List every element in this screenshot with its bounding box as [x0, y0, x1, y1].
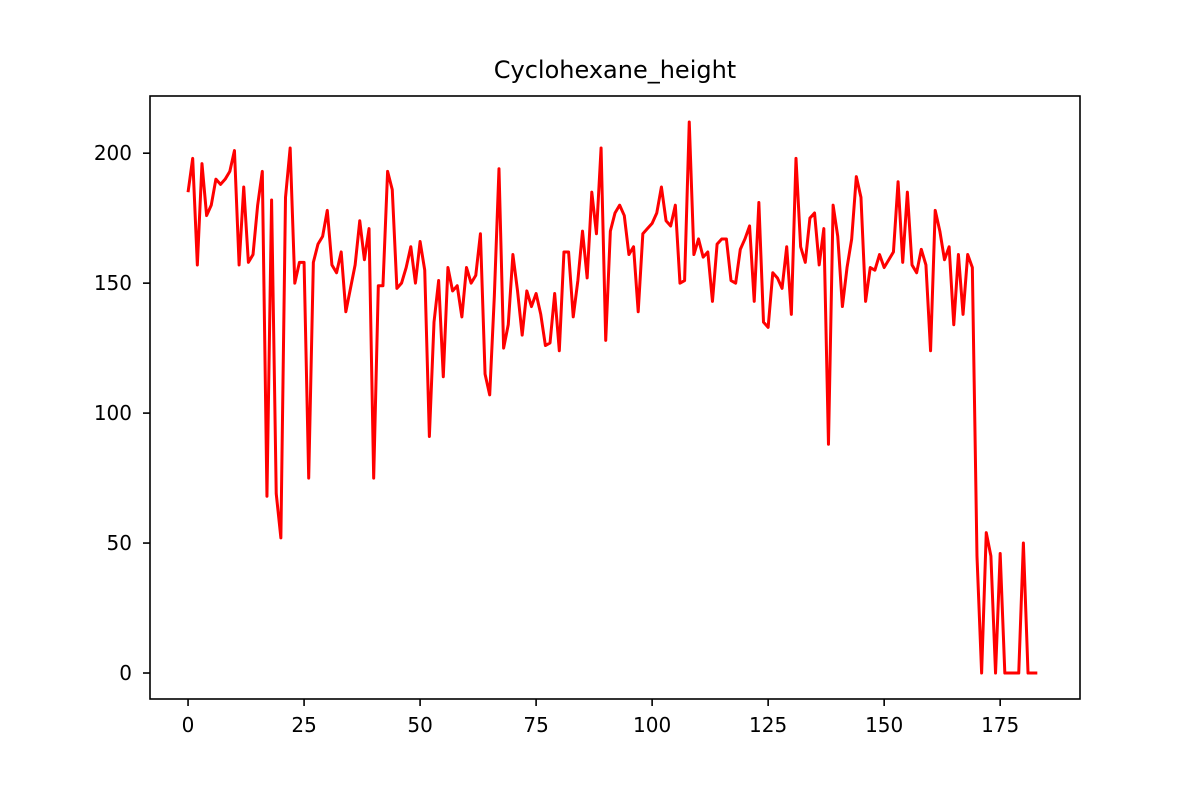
- x-tick-label: 50: [407, 713, 432, 737]
- x-tick-label: 125: [749, 713, 787, 737]
- x-tick-label: 25: [291, 713, 316, 737]
- y-tick-label: 150: [94, 271, 132, 295]
- x-tick-label: 75: [523, 713, 548, 737]
- y-tick-label: 100: [94, 401, 132, 425]
- series-line: [186, 120, 1038, 675]
- x-tick-label: 175: [981, 713, 1019, 737]
- x-tick-label: 0: [182, 713, 195, 737]
- y-axis: 0 50 100 150 200: [94, 141, 150, 685]
- y-tick-label: 200: [94, 141, 132, 165]
- x-tick-label: 150: [865, 713, 903, 737]
- y-tick-label: 50: [107, 531, 132, 555]
- x-tick-label: 100: [633, 713, 671, 737]
- chart-title: Cyclohexane_height: [494, 56, 736, 84]
- plot-frame: [149, 95, 1081, 700]
- y-tick-label: 0: [119, 661, 132, 685]
- x-axis: 0 25 50 75 100 125 150 175: [182, 699, 1019, 737]
